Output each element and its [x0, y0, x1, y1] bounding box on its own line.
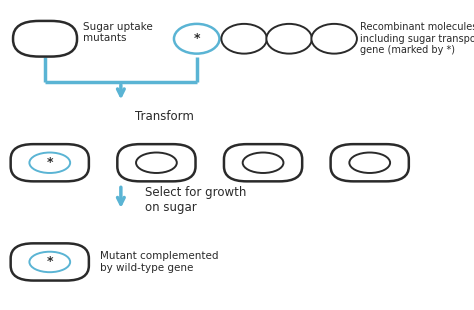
- Ellipse shape: [29, 153, 70, 173]
- Text: *: *: [46, 156, 53, 169]
- Ellipse shape: [136, 153, 177, 173]
- Text: *: *: [193, 32, 200, 45]
- Circle shape: [311, 24, 357, 54]
- FancyBboxPatch shape: [10, 144, 89, 181]
- Circle shape: [221, 24, 267, 54]
- Text: Select for growth
on sugar: Select for growth on sugar: [145, 186, 246, 214]
- Ellipse shape: [29, 252, 70, 272]
- Ellipse shape: [349, 153, 390, 173]
- Text: Mutant complemented
by wild-type gene: Mutant complemented by wild-type gene: [100, 251, 218, 273]
- FancyBboxPatch shape: [10, 243, 89, 281]
- FancyBboxPatch shape: [224, 144, 302, 181]
- Text: Sugar uptake
mutants: Sugar uptake mutants: [83, 22, 153, 43]
- Circle shape: [266, 24, 312, 54]
- FancyBboxPatch shape: [117, 144, 195, 181]
- Text: Recombinant molecules
including sugar transporter
gene (marked by *): Recombinant molecules including sugar tr…: [360, 22, 474, 55]
- Ellipse shape: [243, 153, 283, 173]
- Text: Transform: Transform: [135, 110, 194, 123]
- FancyBboxPatch shape: [13, 21, 77, 56]
- FancyBboxPatch shape: [331, 144, 409, 181]
- Circle shape: [174, 24, 219, 54]
- Text: *: *: [46, 255, 53, 268]
